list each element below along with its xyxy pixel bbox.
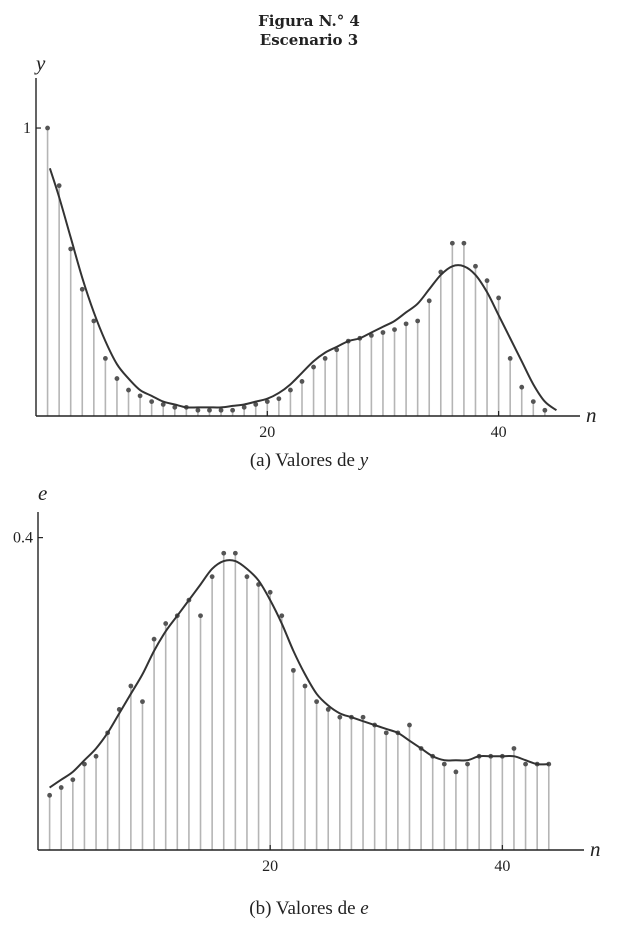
data-point — [79, 286, 85, 292]
data-point — [441, 761, 447, 767]
data-point — [542, 407, 548, 413]
data-point — [137, 393, 143, 399]
figure-subtitle: Escenario 3 — [259, 31, 359, 49]
data-point — [267, 589, 273, 595]
data-point — [337, 714, 343, 720]
data-point — [496, 295, 502, 301]
data-point — [449, 240, 455, 246]
caption-b-prefix: (b) Valores de — [249, 898, 361, 919]
data-point — [279, 613, 285, 619]
data-point — [511, 746, 517, 751]
data-point — [290, 667, 296, 673]
caption-b-var: e — [360, 898, 369, 919]
data-point — [288, 387, 293, 393]
data-point — [403, 321, 409, 327]
data-point — [45, 125, 50, 131]
data-point — [198, 613, 203, 619]
data-point — [172, 404, 178, 410]
data-point — [221, 550, 227, 556]
data-point — [299, 379, 305, 384]
data-point — [163, 621, 169, 626]
data-point — [253, 402, 259, 407]
data-point — [140, 699, 145, 705]
data-point — [47, 792, 53, 798]
chart-a: 20 40 1 y n — [23, 51, 597, 441]
data-point — [415, 318, 421, 324]
data-point — [519, 384, 525, 390]
caption-a: (a) Valores de y — [0, 450, 618, 472]
x-tick-label: 40 — [494, 858, 510, 875]
data-point — [82, 761, 87, 767]
data-point — [461, 240, 467, 246]
y-axis-label: e — [38, 481, 47, 505]
chart-b: 20 40 0.4 e n — [13, 481, 601, 875]
fitted-curve — [48, 168, 558, 412]
data-point — [151, 636, 157, 642]
data-point — [484, 278, 490, 284]
data-point — [91, 318, 97, 324]
data-point — [102, 356, 108, 361]
data-point — [68, 246, 74, 252]
data-point — [426, 298, 432, 304]
data-point — [453, 769, 459, 775]
data-point — [276, 396, 282, 402]
data-point — [302, 683, 308, 689]
x-tick-label: 20 — [262, 858, 278, 875]
x-axis-label: n — [590, 837, 601, 861]
caption-a-prefix: (a) Valores de — [249, 450, 360, 471]
data-point — [149, 399, 155, 405]
data-point — [325, 707, 331, 712]
data-point — [114, 376, 120, 381]
data-point — [383, 730, 389, 736]
caption-b: (b) Valores de e — [0, 898, 618, 920]
data-point — [314, 699, 320, 705]
data-point — [380, 330, 386, 335]
x-axis-label: n — [586, 403, 597, 427]
data-point — [195, 407, 201, 413]
data-point — [241, 404, 247, 410]
data-point — [128, 683, 134, 689]
data-point — [392, 327, 397, 333]
caption-a-var: y — [359, 450, 369, 471]
data-point — [126, 387, 131, 393]
data-point — [70, 777, 76, 783]
fitted-curve — [49, 559, 549, 789]
data-point — [407, 722, 412, 728]
y-tick-label: 1 — [23, 120, 31, 137]
data-point — [244, 574, 250, 580]
data-point — [56, 183, 62, 189]
x-tick-label: 40 — [491, 424, 507, 441]
data-point — [264, 399, 270, 405]
data-point — [93, 753, 99, 759]
data-point — [207, 407, 212, 413]
x-tick-label: 20 — [259, 424, 275, 441]
data-point — [507, 356, 513, 361]
y-axis-label: y — [34, 51, 46, 75]
data-point — [473, 263, 478, 269]
data-point — [232, 550, 238, 556]
y-tick-label: 0.4 — [13, 530, 33, 547]
data-point — [360, 714, 366, 720]
data-point — [209, 574, 215, 580]
data-point — [311, 364, 316, 370]
data-point — [322, 356, 328, 361]
data-point — [465, 761, 470, 767]
data-point — [530, 399, 536, 405]
data-point — [218, 407, 224, 413]
data-point — [523, 761, 528, 767]
data-point — [160, 402, 166, 407]
data-point — [230, 407, 236, 413]
data-point — [58, 785, 64, 790]
figure-title: Figura N.° 4 — [258, 12, 360, 30]
